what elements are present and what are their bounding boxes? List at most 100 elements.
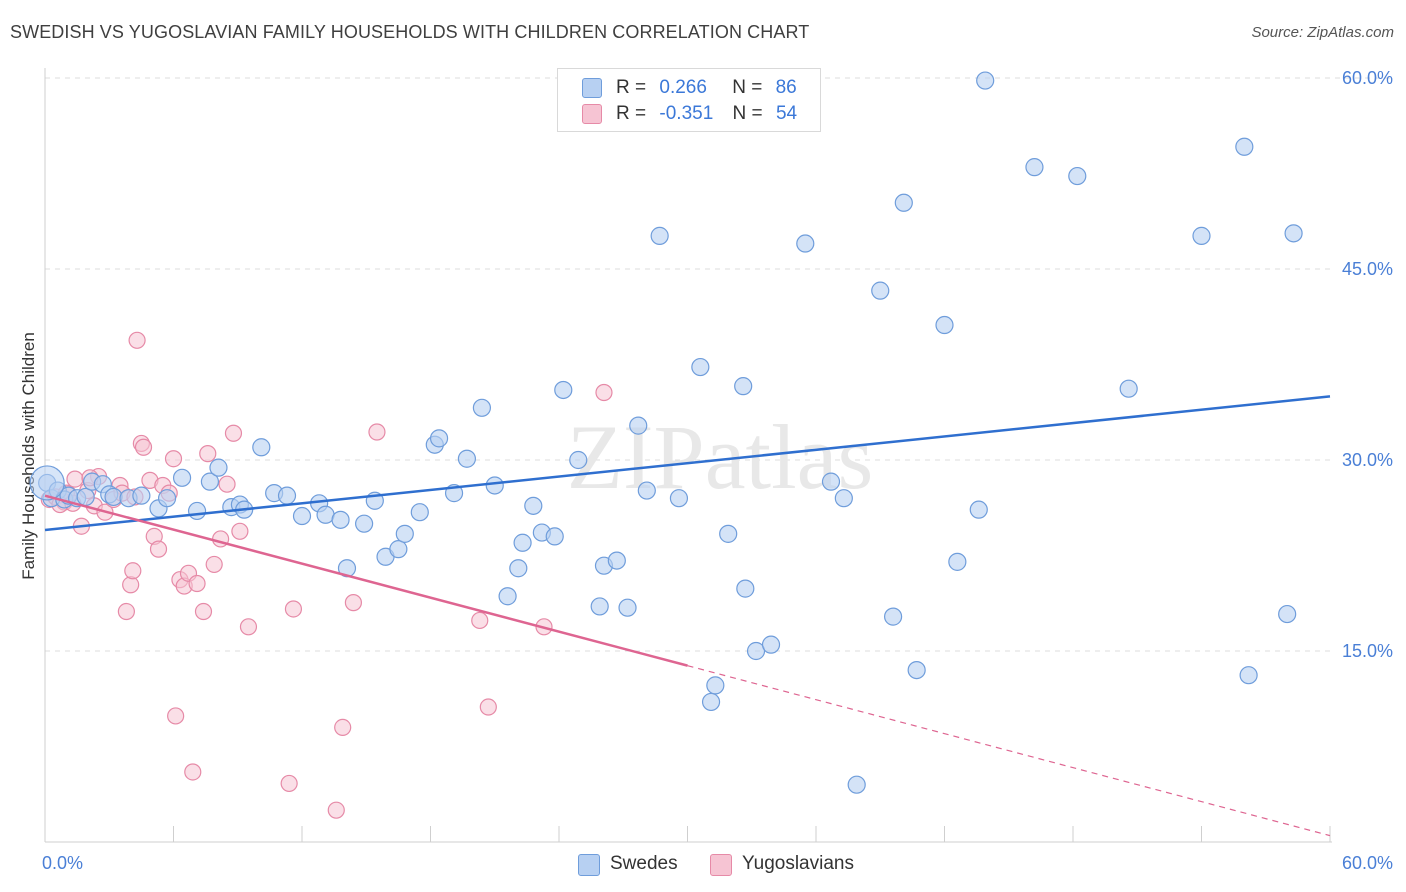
swedes-point xyxy=(637,481,656,500)
swedes-point xyxy=(871,281,890,300)
swedes-point xyxy=(796,234,815,253)
swedes-point xyxy=(1192,226,1211,245)
swedes-point xyxy=(948,552,967,571)
swedes-point xyxy=(252,438,271,457)
yugoslavians-legend-label: Yugoslavians xyxy=(742,853,854,874)
yugoslavians-point xyxy=(134,438,153,456)
source-credit: Source: ZipAtlas.com xyxy=(1251,24,1394,41)
yugoslavians-point xyxy=(164,450,183,468)
n-value-swedes: 86 xyxy=(775,77,797,98)
swedes-point xyxy=(618,598,637,617)
yugoslavians-point xyxy=(128,331,146,349)
y-tick-label: 30.0% xyxy=(1342,450,1393,470)
swedes-point xyxy=(498,587,517,606)
yugoslavians-point xyxy=(117,602,135,621)
yugoslavians-point xyxy=(471,611,489,630)
yugoslavians-point xyxy=(224,424,243,442)
swedes-point xyxy=(1284,224,1303,243)
swedes-point xyxy=(706,676,725,695)
yugoslavians-point xyxy=(184,763,202,781)
grid-lines xyxy=(45,77,1390,652)
swedes-point xyxy=(187,501,207,521)
x-tick-label: 60.0% xyxy=(1342,853,1393,873)
swedes-point xyxy=(389,540,408,559)
swedes-point xyxy=(554,380,573,400)
yugoslavians-point xyxy=(124,562,142,580)
swedes-point xyxy=(969,500,988,519)
swedes-point xyxy=(894,193,913,212)
swedes-point xyxy=(209,458,228,477)
trend-lines xyxy=(44,395,1331,837)
swedes-point xyxy=(701,692,721,712)
yugoslavians-point xyxy=(368,423,386,441)
y-tick-label: 60.0% xyxy=(1342,68,1393,88)
yugoslavians-point xyxy=(479,698,497,716)
swedes-point xyxy=(883,607,903,626)
swedes-point xyxy=(292,506,312,526)
yugoslavians-point xyxy=(122,576,140,594)
swedes-point xyxy=(669,489,689,508)
swedes-point xyxy=(355,514,374,533)
n-value-yugoslavians: 54 xyxy=(775,103,798,124)
yugoslavians-point xyxy=(239,618,258,636)
swedes-point xyxy=(395,524,414,543)
yugoslavians-point xyxy=(194,602,213,621)
trend-line-solid xyxy=(44,494,688,667)
yugoslavians-legend-swatch xyxy=(710,854,732,876)
swedes-point xyxy=(1239,666,1258,685)
swedes-legend-label: Swedes xyxy=(610,853,678,874)
swedes-point xyxy=(976,71,995,90)
trend-line-dashed xyxy=(687,665,1331,837)
swedes-point xyxy=(935,315,954,335)
swedes-point xyxy=(472,398,491,417)
swedes-point xyxy=(132,486,151,505)
swedes-point xyxy=(545,527,564,546)
n-label: N = xyxy=(732,103,763,124)
yugoslavians-point xyxy=(218,475,236,493)
swedes-point xyxy=(1068,166,1087,186)
swedes-point xyxy=(650,226,669,245)
swedes-point xyxy=(485,476,504,495)
r-value-yugoslavians: -0.351 xyxy=(659,103,714,124)
swedes-point xyxy=(736,579,755,598)
yugoslavians-point xyxy=(205,555,223,574)
yugoslavians-point xyxy=(344,594,362,612)
swedes-point xyxy=(691,357,710,377)
swedes-point xyxy=(834,489,853,508)
yugoslavians-point xyxy=(188,574,206,593)
swedes-point xyxy=(457,449,477,468)
trend-line-solid xyxy=(44,395,1331,532)
tick-labels: 15.0% 30.0% 45.0% 60.0% 0.0% 60.0% xyxy=(42,68,1393,873)
swedes-swatch xyxy=(582,78,602,98)
swedes-point xyxy=(157,489,177,508)
yugoslavians-swatch xyxy=(582,104,602,124)
yugoslavians-point xyxy=(284,600,303,618)
yugoslavians-point xyxy=(167,707,185,725)
swedes-point xyxy=(509,559,528,578)
swedes-point xyxy=(513,533,532,552)
swedes-point xyxy=(629,416,648,435)
swedes-point xyxy=(847,775,866,794)
swedes-point xyxy=(172,468,192,487)
correlation-legend: R = 0.266 N = 86 R = -0.351 N = 54 xyxy=(557,68,821,132)
yugoslavians-point xyxy=(595,383,613,402)
y-tick-label: 45.0% xyxy=(1342,259,1393,279)
swedes-point xyxy=(104,487,123,507)
x-tick-label: 0.0% xyxy=(42,853,83,873)
swedes-point xyxy=(277,486,297,505)
y-tick-label: 15.0% xyxy=(1342,641,1393,661)
swedes-point xyxy=(734,377,753,396)
swedes-point xyxy=(331,510,350,529)
chart-title: SWEDISH VS YUGOSLAVIAN FAMILY HOUSEHOLDS… xyxy=(10,22,810,42)
yugoslavians-point xyxy=(231,522,249,540)
swedes-point xyxy=(1119,379,1138,398)
r-value-swedes: 0.266 xyxy=(659,77,707,98)
swedes-point xyxy=(907,660,926,680)
swedes-point xyxy=(410,503,429,522)
swedes-point xyxy=(1235,137,1254,156)
n-label: N = xyxy=(732,77,763,98)
yugoslavians-point xyxy=(280,774,298,793)
swedes-point xyxy=(1278,604,1297,624)
swedes-points xyxy=(29,71,1303,794)
